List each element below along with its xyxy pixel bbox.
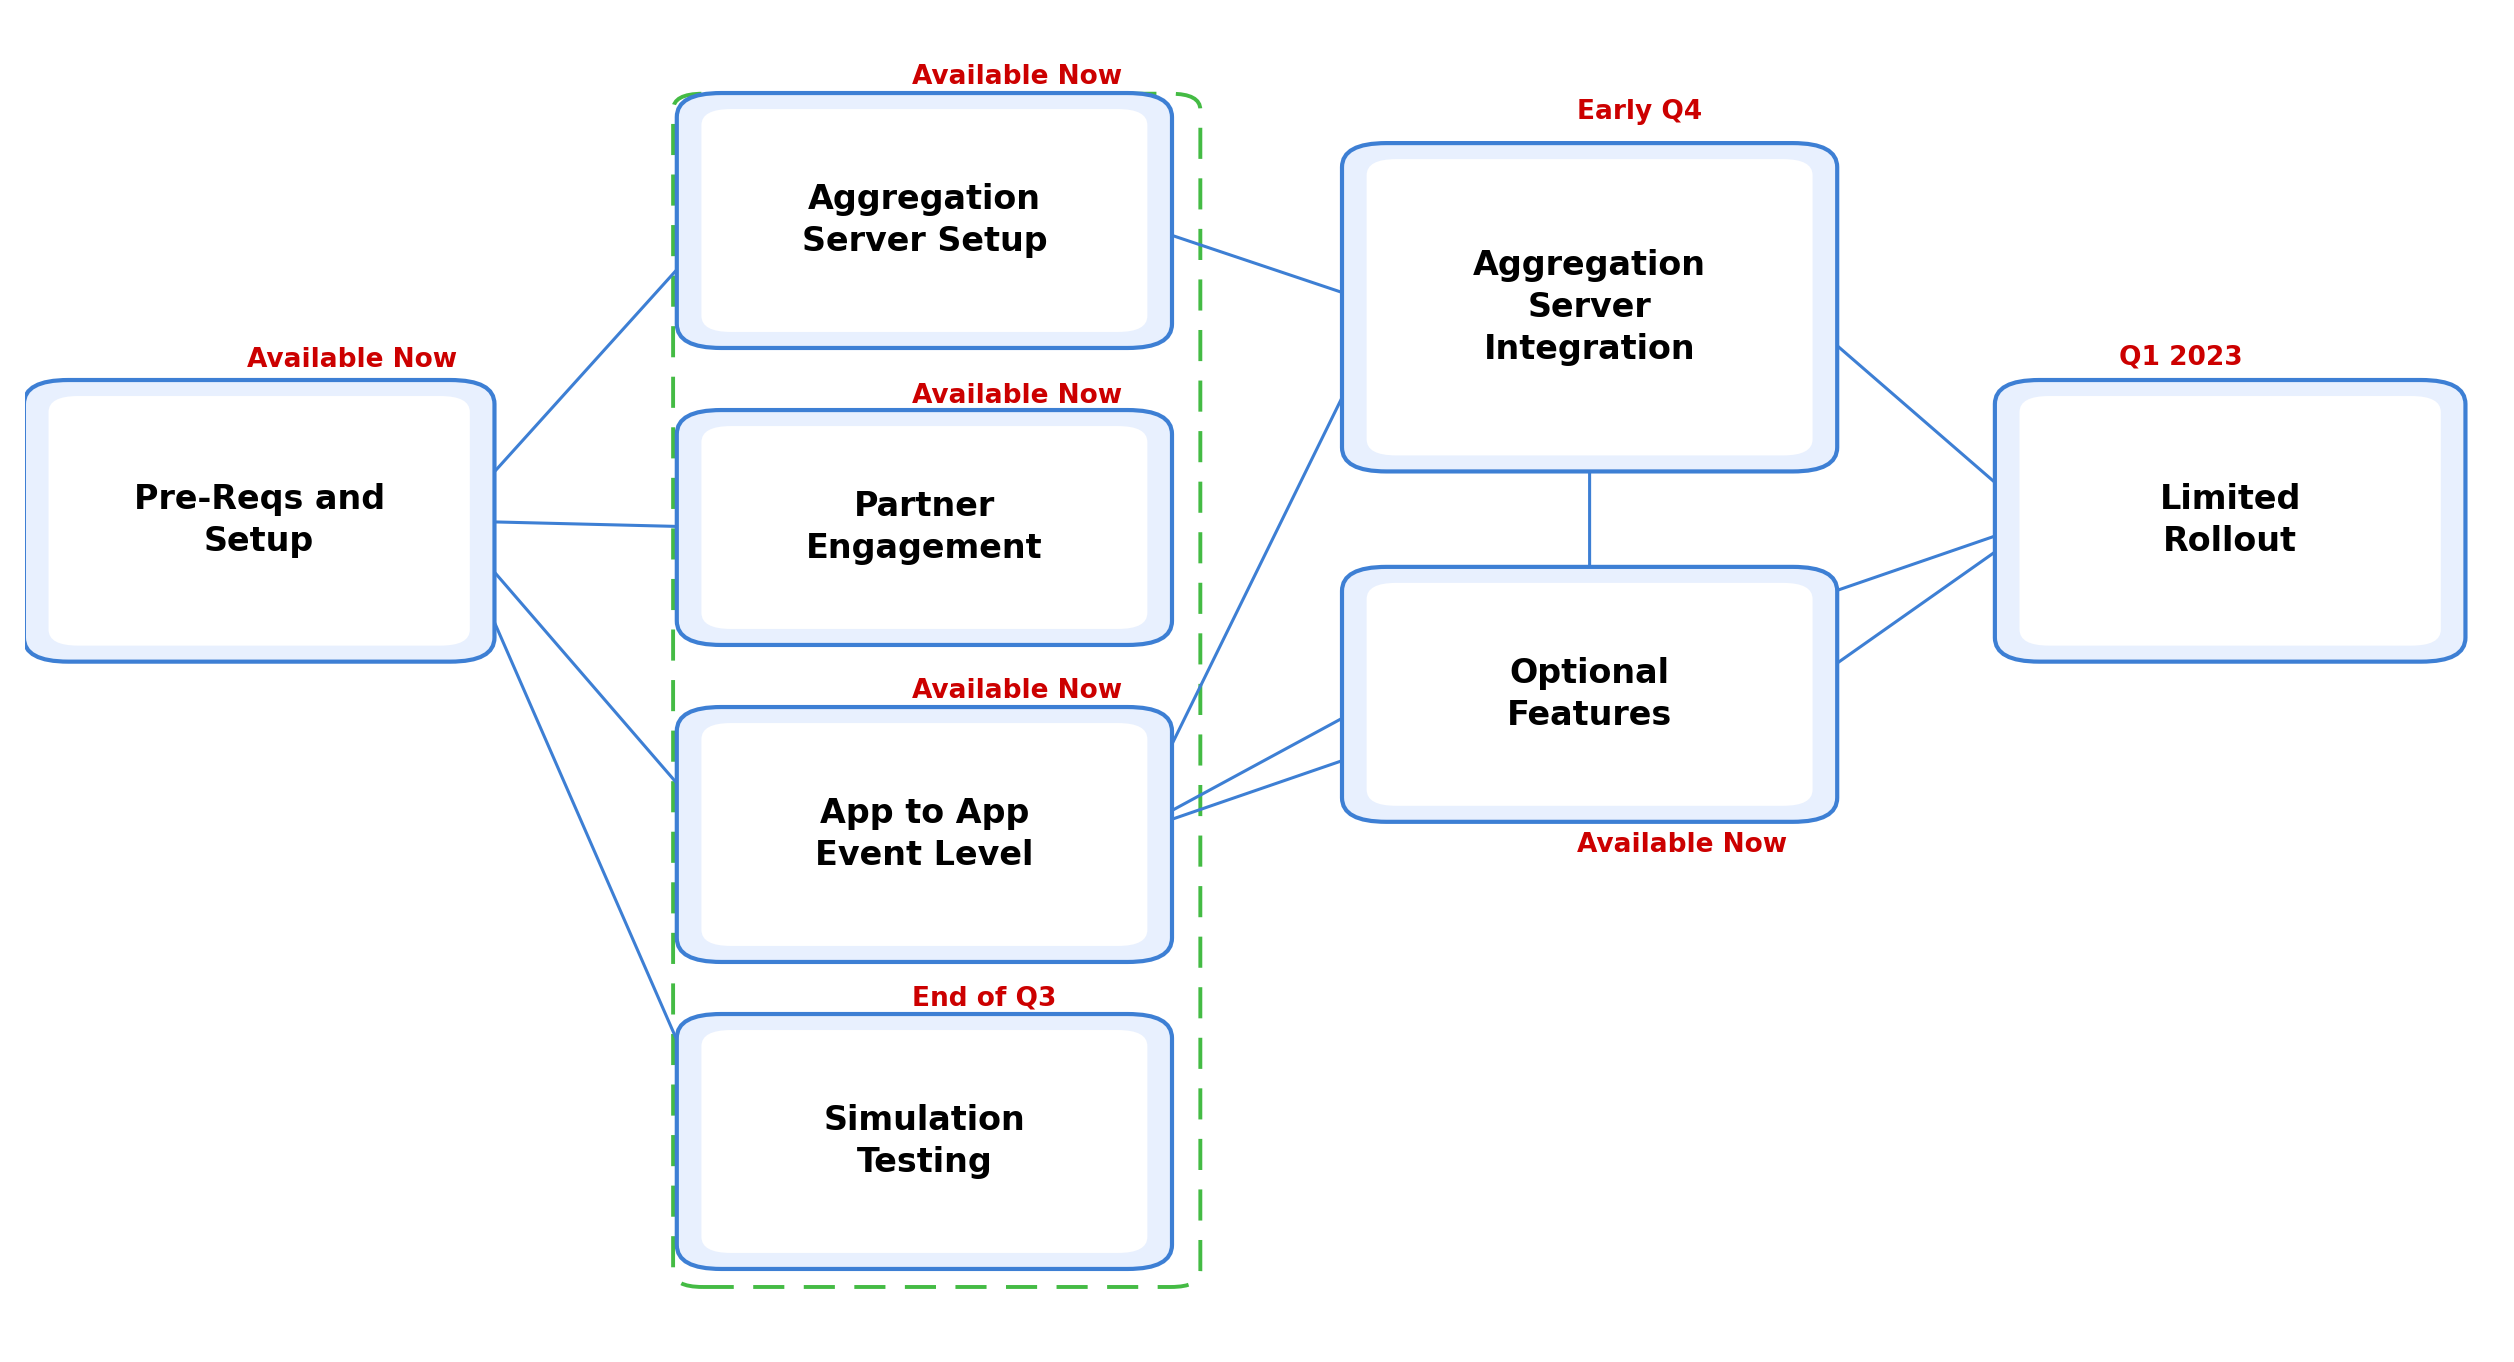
Text: Available Now: Available Now	[913, 64, 1121, 90]
FancyBboxPatch shape	[676, 707, 1172, 962]
Text: Available Now: Available Now	[913, 383, 1121, 409]
Text: Partner
Engagement: Partner Engagement	[807, 490, 1043, 565]
FancyBboxPatch shape	[676, 410, 1172, 646]
Text: Limited
Rollout: Limited Rollout	[2160, 484, 2300, 558]
FancyBboxPatch shape	[2019, 396, 2441, 646]
FancyBboxPatch shape	[1368, 159, 1813, 455]
Text: App to App
Event Level: App to App Event Level	[815, 797, 1033, 872]
FancyBboxPatch shape	[1368, 583, 1813, 806]
FancyBboxPatch shape	[701, 109, 1146, 332]
FancyBboxPatch shape	[701, 426, 1146, 629]
FancyBboxPatch shape	[701, 723, 1146, 947]
FancyBboxPatch shape	[1996, 380, 2466, 662]
FancyBboxPatch shape	[701, 1030, 1146, 1253]
FancyBboxPatch shape	[1342, 143, 1838, 471]
Text: Aggregation
Server
Integration: Aggregation Server Integration	[1473, 249, 1707, 366]
Text: Early Q4: Early Q4	[1576, 99, 1702, 125]
FancyBboxPatch shape	[676, 1015, 1172, 1269]
FancyBboxPatch shape	[25, 380, 495, 662]
FancyBboxPatch shape	[1342, 567, 1838, 821]
Text: Optional
Features: Optional Features	[1506, 656, 1672, 731]
Text: Simulation
Testing: Simulation Testing	[825, 1105, 1026, 1179]
Text: Available Now: Available Now	[913, 678, 1121, 704]
Text: Aggregation
Server Setup: Aggregation Server Setup	[802, 183, 1048, 257]
Text: Q1 2023: Q1 2023	[2119, 345, 2242, 370]
FancyBboxPatch shape	[48, 396, 470, 646]
Text: End of Q3: End of Q3	[913, 985, 1056, 1012]
Text: Available Now: Available Now	[1576, 832, 1787, 858]
Text: Available Now: Available Now	[246, 347, 458, 373]
Text: Pre-Reqs and
Setup: Pre-Reqs and Setup	[133, 484, 385, 558]
FancyBboxPatch shape	[676, 93, 1172, 347]
